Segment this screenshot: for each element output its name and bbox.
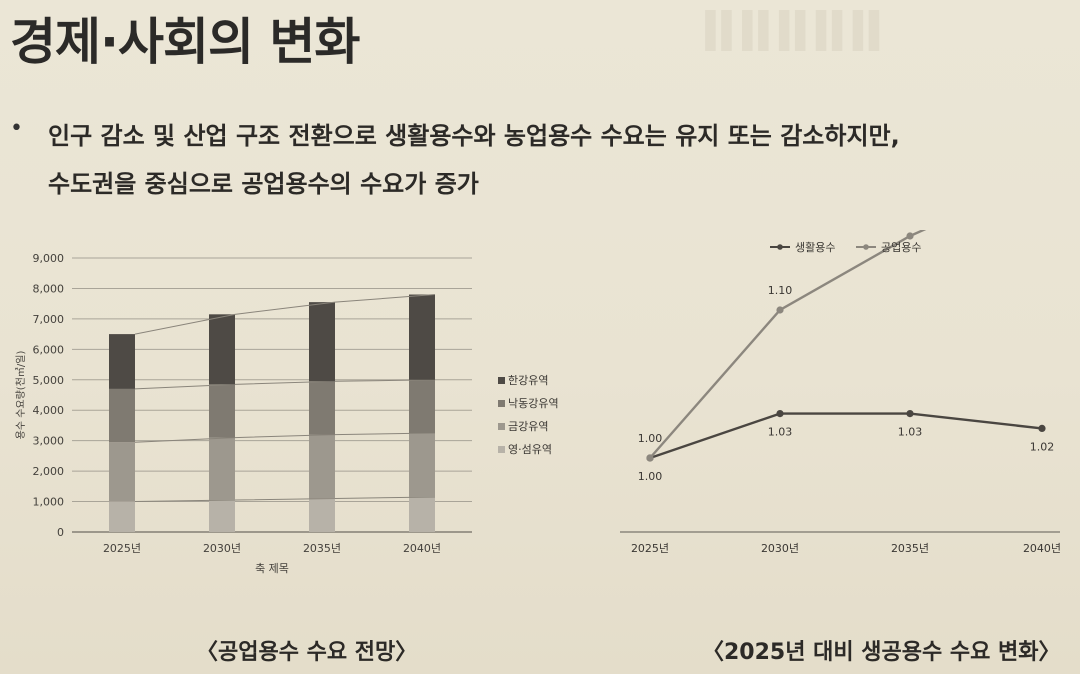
legend-label: 금강유역 [508,420,548,433]
data-point [906,410,914,418]
legend-marker [863,244,869,250]
x-tick-label: 2040년 [403,542,441,555]
series-connector-line [134,294,436,335]
x-tick-label: 2040년 [1023,542,1061,555]
x-tick-label: 2025년 [103,542,141,555]
industrial-water-demand-bar-chart: 0 1,000 2,000 3,000 4,000 5,000 6,000 7,000 8,00… [14,252,559,575]
y-tick-label: 0 [57,526,64,539]
page-title: 경제·사회의 변화 [10,13,360,71]
x-tick-label: 2025년 [631,542,669,555]
bullet-marker: • [10,116,23,141]
bar-segment [209,500,235,532]
x-tick-label: 2035년 [303,542,341,555]
y-axis-title: 용수 수요량(천㎥/일) [14,351,27,440]
legend-label: 생활용수 [795,240,835,254]
bar-segment [409,433,435,497]
bar-segment [109,501,135,532]
bar-segment [309,498,335,532]
legend-swatch [498,423,505,430]
legend-label: 공업용수 [881,241,921,254]
x-tick-label: 2035년 [891,542,929,555]
data-point [776,410,784,418]
description-line-1: 인구 감소 및 산업 구조 전환으로 생활용수와 농업용수 수요는 유지 또는 … [48,122,900,150]
description-line-2: 수도권을 중심으로 공업용수의 수요가 증가 [48,170,479,198]
series-connector-line [134,379,436,390]
series-connector-line [134,496,436,503]
y-tick-label: 7,000 [33,313,65,326]
legend-swatch [498,377,505,384]
bar-segment [409,294,435,380]
data-label: 1.00 [638,432,663,445]
data-label: 1.02 [1030,440,1055,453]
data-label: 1.03 [898,426,923,439]
data-label: 1.00 [638,470,663,483]
data-point [646,454,654,462]
bar-segment [309,381,335,435]
background-ghost-text: ⅡⅡⅡⅡⅡ [700,0,885,65]
x-tick-label: 2030년 [761,542,799,555]
bar-chart-caption: 〈공업용수 수요 전망〉 [196,640,418,665]
bar-segment [109,334,135,389]
demand-change-line-chart: 1.001.031.031.021.001.101.151.192025년203… [620,230,1061,555]
y-tick-label: 2,000 [33,465,65,478]
series-line [649,230,927,459]
legend-swatch [498,400,505,407]
x-axis-title: 축 제목 [255,562,289,575]
data-label: 1.10 [768,284,793,297]
data-point [776,306,784,314]
data-point [906,232,914,240]
line-chart-caption: 〈2025년 대비 생공용수 수요 변화〉 [702,640,1061,665]
y-tick-label: 4,000 [33,404,65,417]
x-tick-label: 2030년 [203,542,241,555]
y-tick-label: 8,000 [33,282,65,295]
bar-segment [209,314,235,385]
bar-segment [409,496,435,532]
bar-segment [109,388,135,443]
bar-segment [209,437,235,501]
legend-marker [777,244,783,250]
description: 인구 감소 및 산업 구조 전환으로 생활용수와 농업용수 수요는 유지 또는 … [48,112,1068,208]
y-tick-label: 5,000 [33,374,65,387]
legend-label: 영·섬유역 [508,443,552,456]
y-tick-label: 9,000 [33,252,65,265]
bar-segment [409,379,435,434]
bar-segment [209,384,235,438]
y-tick-label: 1,000 [33,496,65,509]
data-point [1038,424,1046,432]
y-tick-label: 3,000 [33,435,65,448]
bar-segment [309,302,335,382]
legend-label: 낙동강유역 [508,397,559,410]
data-label: 1.03 [768,426,793,439]
series-connector-line [134,432,436,443]
legend-swatch [498,446,505,453]
y-tick-label: 6,000 [33,343,65,356]
bar-segment [109,442,135,502]
series-line [649,412,1043,460]
bar-segment [309,434,335,499]
legend-label: 한강유역 [508,374,548,387]
